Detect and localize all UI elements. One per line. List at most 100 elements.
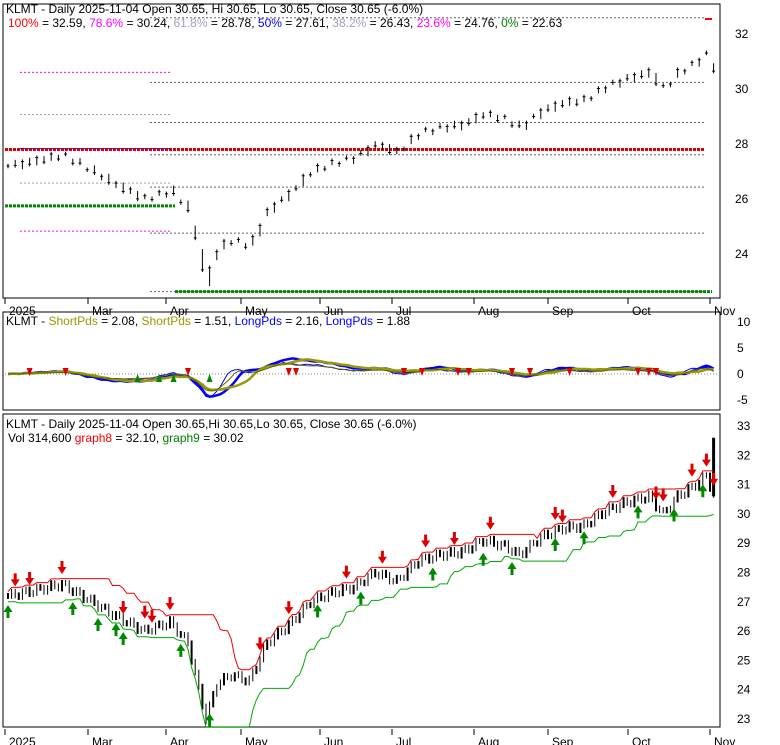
sell-arrow-icon xyxy=(118,601,128,615)
panel-frame-1 xyxy=(2,3,721,299)
sell-arrow-icon xyxy=(165,597,175,611)
sell-arrow-icon xyxy=(608,485,618,499)
sell-arrow-icon xyxy=(57,560,67,574)
fib-legend: 100% = 32.59, 78.6% = 30.24, 61.8% = 28.… xyxy=(8,16,562,30)
buy-arrow-icon xyxy=(428,567,438,581)
fib-value: = 27.61, xyxy=(282,16,332,30)
y-tick-label: 32 xyxy=(735,27,749,41)
sell-arrow-icon xyxy=(651,486,661,500)
x-tick-label-p1: Apr xyxy=(170,304,189,318)
buy-arrow-icon xyxy=(313,604,323,618)
down-arrow-icon xyxy=(455,368,461,376)
y-tick-label: 25 xyxy=(737,653,751,667)
fib-label: 23.6% xyxy=(417,16,451,30)
sell-arrow-icon xyxy=(25,572,35,586)
y-tick-label: 30 xyxy=(737,507,751,521)
legend-label: LongPds xyxy=(235,314,282,328)
y-tick-label: 0 xyxy=(737,367,744,381)
panel2-legend: KLMT - ShortPds = 2.08, ShortPds = 1.51,… xyxy=(6,314,410,328)
support-line xyxy=(8,513,714,728)
down-arrow-icon xyxy=(285,368,292,376)
buy-arrow-icon xyxy=(507,561,517,575)
sell-arrow-icon xyxy=(701,453,711,467)
y-tick-label: 30 xyxy=(735,82,749,96)
y-tick-label: 28 xyxy=(735,137,749,151)
sell-arrow-icon xyxy=(284,601,294,615)
buy-arrow-icon xyxy=(93,617,103,631)
sell-arrow-icon xyxy=(255,637,265,651)
y-tick-label: 24 xyxy=(737,683,751,697)
down-arrow-icon xyxy=(419,368,425,376)
fib-value: = 30.24, xyxy=(123,16,173,30)
y-tick-label: 24 xyxy=(735,247,749,261)
up-arrow-icon xyxy=(170,374,177,382)
sell-arrow-icon xyxy=(449,532,459,546)
x-tick-label-p1: Nov xyxy=(714,304,735,318)
down-arrow-icon xyxy=(62,368,69,376)
up-arrow-icon xyxy=(156,374,163,382)
x-tick-label-p1: 2025 xyxy=(9,304,36,318)
legend-value: = 1.88 xyxy=(373,314,410,328)
buy-arrow-icon xyxy=(68,602,78,616)
x-tick-label-p1: Jul xyxy=(396,304,411,318)
volume: Vol 314,600 xyxy=(8,431,75,445)
buy-arrow-icon xyxy=(633,505,643,519)
sell-arrow-icon xyxy=(421,534,431,548)
y-tick-label: 29 xyxy=(737,536,751,550)
y-tick-label: -5 xyxy=(737,393,748,407)
y-tick-label: 26 xyxy=(737,624,751,638)
x-tick-label-p1: Mar xyxy=(92,304,113,318)
fib-label: 100% xyxy=(8,16,39,30)
buy-arrow-icon xyxy=(669,508,679,522)
buy-arrow-icon xyxy=(176,643,186,657)
x-tick-label-p3: Sep xyxy=(552,735,574,745)
x-tick-label-p3: Oct xyxy=(632,735,651,745)
buy-arrow-icon xyxy=(111,623,121,637)
buy-arrow-icon xyxy=(579,531,589,545)
x-tick-label-p3: Jun xyxy=(324,735,343,745)
y-tick-label: 33 xyxy=(737,419,751,433)
down-arrow-icon xyxy=(645,368,652,376)
down-arrow-icon xyxy=(653,368,659,376)
x-tick-label-p1: Aug xyxy=(478,304,499,318)
graph9-value: = 30.02 xyxy=(200,431,244,445)
panel-frame-3 xyxy=(2,413,721,728)
sell-arrow-icon xyxy=(377,550,387,564)
fib-label: 0% xyxy=(501,16,519,30)
x-tick-label-p1: May xyxy=(245,304,268,318)
fib-label: 50% xyxy=(258,16,282,30)
sell-arrow-icon xyxy=(341,565,351,579)
x-tick-label-p3: Apr xyxy=(170,735,189,745)
buy-arrow-icon xyxy=(118,632,128,646)
down-arrow-icon xyxy=(465,368,472,376)
up-arrow-icon xyxy=(206,374,213,382)
sell-arrow-icon xyxy=(687,463,697,477)
x-tick-label-p3: Aug xyxy=(478,735,499,745)
sell-arrow-icon xyxy=(147,609,157,623)
graph8-label: graph8 xyxy=(75,431,113,445)
panel3-legend: Vol 314,600 graph8 = 32.10, graph9 = 30.… xyxy=(8,431,244,445)
up-arrow-icon xyxy=(134,374,141,382)
legend-value: = 2.16, xyxy=(282,314,326,328)
y-tick-label: 26 xyxy=(735,192,749,206)
osc-line-2 xyxy=(7,358,714,391)
x-tick-label-p3: Jul xyxy=(396,735,411,745)
down-arrow-icon xyxy=(527,368,533,376)
legend-value: = 1.51, xyxy=(191,314,235,328)
osc-line-0 xyxy=(7,357,715,398)
x-tick-label-p3: 2025 xyxy=(9,735,36,745)
sell-arrow-icon xyxy=(550,506,560,520)
sell-arrow-icon xyxy=(485,516,495,530)
down-arrow-icon xyxy=(26,368,33,376)
osc-line-3 xyxy=(7,363,714,392)
sell-arrow-icon xyxy=(557,509,567,523)
down-arrow-icon xyxy=(401,368,407,376)
down-arrow-icon xyxy=(635,368,641,376)
sell-arrow-icon xyxy=(709,472,719,486)
x-tick-label-p1: Oct xyxy=(632,304,651,318)
fib-value: = 32.59, xyxy=(39,16,89,30)
buy-arrow-icon xyxy=(478,552,488,566)
panel3-title: KLMT - Daily 2025-11-04 Open 30.65,Hi 30… xyxy=(6,417,416,431)
fib-label: 38.2% xyxy=(332,16,366,30)
